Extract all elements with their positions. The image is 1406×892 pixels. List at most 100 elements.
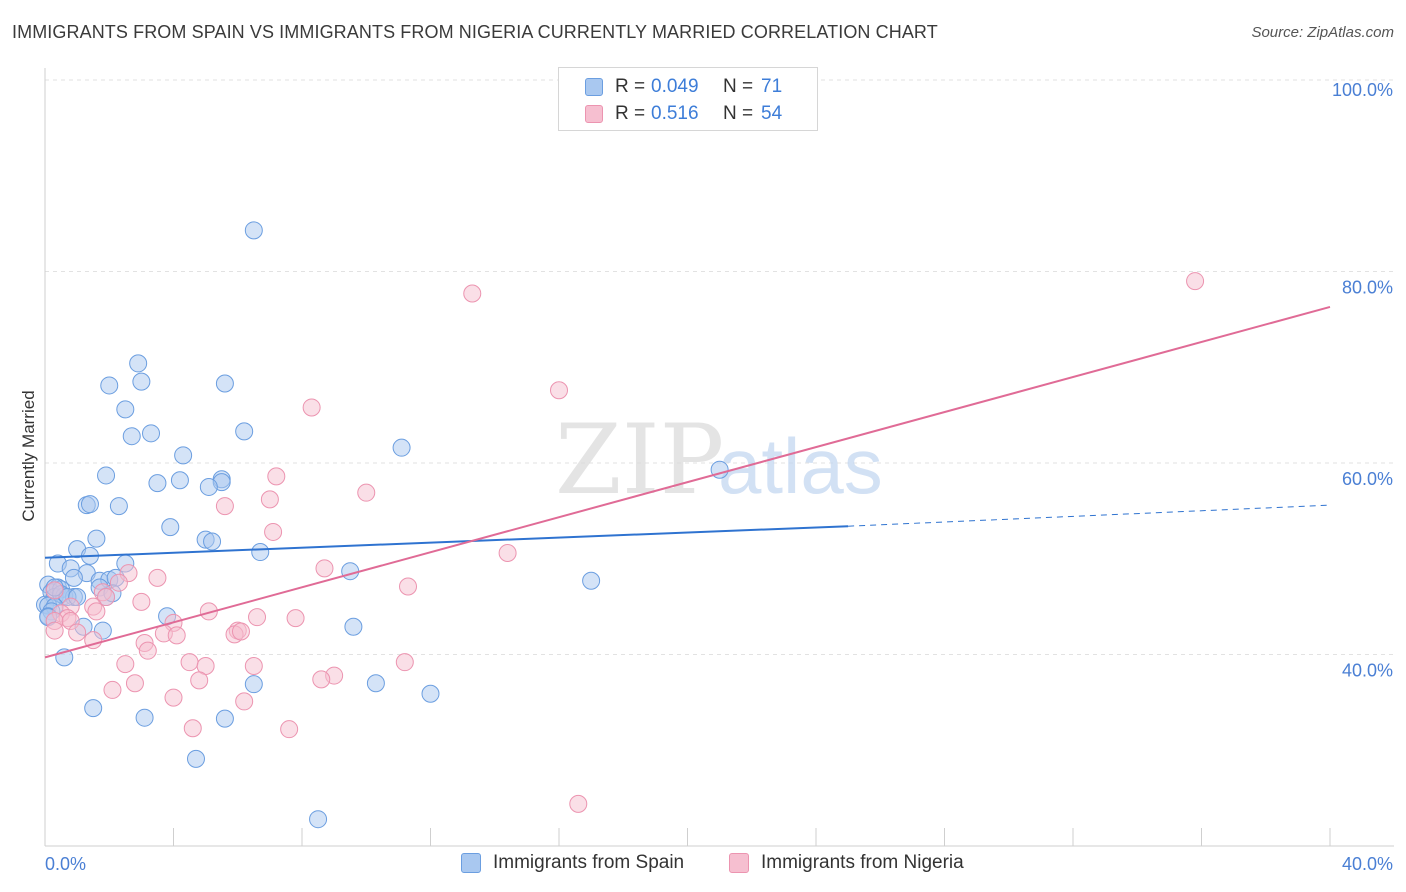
- y-tick-label: 80.0%: [1342, 278, 1393, 298]
- x-tick-label: 40.0%: [1342, 854, 1393, 874]
- source-credit: Source: ZipAtlas.com: [1251, 24, 1394, 41]
- point-spain: [148, 474, 167, 493]
- point-spain: [392, 438, 411, 457]
- point-spain: [215, 374, 234, 393]
- y-tick-label: 40.0%: [1342, 661, 1393, 681]
- series-legend-spain[interactable]: Immigrants from Spain: [461, 852, 684, 874]
- series-label-spain: Immigrants from Spain: [493, 852, 685, 873]
- series-legend-nigeria[interactable]: Immigrants from Nigeria: [729, 852, 964, 874]
- point-nigeria: [1186, 272, 1205, 291]
- point-nigeria: [125, 674, 144, 693]
- point-nigeria: [199, 602, 218, 621]
- point-spain: [116, 400, 135, 419]
- point-spain: [142, 424, 161, 443]
- point-nigeria: [312, 670, 331, 689]
- axes: [44, 68, 1394, 847]
- point-nigeria: [550, 381, 568, 400]
- chart-title: IMMIGRANTS FROM SPAIN VS IMMIGRANTS FROM…: [12, 22, 938, 42]
- point-nigeria: [498, 544, 517, 563]
- point-nigeria: [280, 720, 299, 739]
- point-nigeria: [190, 671, 209, 690]
- gridlines: [45, 79, 1394, 655]
- point-nigeria: [215, 497, 234, 516]
- point-spain: [161, 518, 180, 537]
- point-spain: [244, 221, 263, 240]
- series-swatch-nigeria: [729, 853, 749, 873]
- point-nigeria: [180, 653, 199, 672]
- point-spain: [344, 617, 363, 636]
- legend-r-value: 0.049: [651, 76, 699, 97]
- point-nigeria: [109, 573, 128, 592]
- trend-line-spain: [44, 525, 849, 559]
- point-nigeria: [103, 680, 122, 699]
- legend-r-label: R =: [615, 103, 646, 124]
- point-spain: [64, 568, 83, 587]
- point-nigeria: [167, 626, 186, 645]
- points-nigeria: [45, 272, 1205, 813]
- legend: R = 0.049 N = 71 R = 0.516 N = 54: [558, 67, 818, 131]
- point-nigeria: [248, 608, 267, 627]
- watermark-zip: ZIP: [555, 404, 724, 516]
- point-spain: [251, 543, 270, 562]
- legend-n-value: 54: [761, 103, 783, 124]
- legend-row-spain: R = 0.049 N = 71: [585, 75, 782, 99]
- point-nigeria: [260, 490, 279, 509]
- tick-labels: 40.0% 60.0% 80.0% 100.0% 0.0% 40.0%: [45, 80, 1393, 874]
- point-nigeria: [399, 577, 418, 596]
- trend-lines: [44, 305, 1331, 659]
- point-nigeria: [138, 641, 157, 660]
- point-nigeria: [267, 467, 286, 486]
- point-nigeria: [315, 559, 334, 578]
- legend-swatch-spain: [585, 78, 603, 96]
- trend-line-spain-extrapolated: [848, 504, 1331, 527]
- point-nigeria: [264, 522, 283, 541]
- point-spain: [309, 810, 328, 829]
- point-spain: [174, 446, 193, 465]
- points-spain: [36, 221, 729, 829]
- point-nigeria: [45, 621, 64, 640]
- point-nigeria: [569, 794, 588, 813]
- point-spain: [421, 684, 440, 703]
- x-tick-label: 0.0%: [45, 854, 86, 874]
- point-nigeria: [97, 588, 116, 607]
- series-legend: Immigrants from Spain Immigrants from Ni…: [0, 852, 1406, 876]
- legend-r-value: 0.516: [651, 103, 699, 124]
- point-spain: [84, 699, 103, 718]
- legend-n-label: N =: [723, 103, 754, 124]
- point-spain: [366, 674, 385, 693]
- legend-n-value: 71: [761, 76, 783, 97]
- point-spain: [109, 497, 128, 516]
- point-spain: [199, 477, 218, 496]
- trend-line-nigeria: [44, 305, 1331, 659]
- point-nigeria: [68, 623, 87, 642]
- point-spain: [215, 709, 234, 728]
- point-nigeria: [286, 609, 305, 628]
- point-spain: [80, 495, 99, 514]
- legend-n-label: N =: [723, 76, 754, 97]
- point-nigeria: [395, 653, 414, 672]
- point-nigeria: [87, 602, 106, 621]
- point-nigeria: [231, 622, 250, 641]
- y-tick-label: 60.0%: [1342, 469, 1393, 489]
- y-axis-title: Currently Married: [19, 390, 38, 521]
- point-nigeria: [357, 483, 376, 502]
- point-spain: [170, 471, 189, 490]
- point-nigeria: [116, 655, 135, 674]
- y-tick-label: 100.0%: [1332, 80, 1393, 100]
- point-spain: [97, 466, 116, 485]
- point-nigeria: [132, 592, 151, 611]
- series-label-nigeria: Immigrants from Nigeria: [761, 852, 964, 873]
- point-spain: [129, 354, 148, 373]
- point-spain: [122, 427, 141, 446]
- point-spain: [100, 376, 119, 395]
- legend-r-label: R =: [615, 76, 646, 97]
- point-spain: [135, 708, 154, 727]
- point-nigeria: [148, 568, 167, 587]
- point-nigeria: [235, 692, 254, 711]
- point-spain: [186, 749, 205, 768]
- point-nigeria: [244, 656, 263, 675]
- point-nigeria: [463, 284, 482, 303]
- point-nigeria: [45, 581, 64, 600]
- point-spain: [341, 562, 360, 581]
